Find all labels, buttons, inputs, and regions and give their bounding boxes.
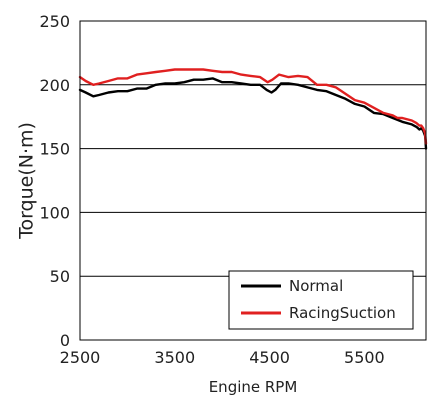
y-tick-label-250: 250 <box>39 12 70 31</box>
series-lines <box>78 68 428 150</box>
x-tick-label-3500: 3500 <box>154 348 195 367</box>
y-tick-label-50: 50 <box>50 267 70 286</box>
x-tick-label-2500: 2500 <box>60 348 101 367</box>
x-tick-label-4500: 4500 <box>249 348 290 367</box>
x-tick-label-5500: 5500 <box>344 348 385 367</box>
tick-labels: 0 50 100 150 200 250 2500 3500 4500 5500 <box>39 12 384 367</box>
y-tick-label-0: 0 <box>60 331 70 350</box>
y-tick-label-100: 100 <box>39 203 70 222</box>
legend-label-normal: Normal <box>289 277 343 295</box>
y-axis-title: Torque(N·m) <box>16 122 38 240</box>
plot-frame <box>79 20 427 341</box>
x-axis-title: Engine RPM <box>209 378 298 396</box>
y-tick-label-150: 150 <box>39 140 70 159</box>
series-line-normal <box>78 77 428 150</box>
legend-box <box>228 270 414 330</box>
series-line-racingsuction <box>78 68 428 145</box>
legend-label-racingsuction: RacingSuction <box>289 304 396 322</box>
y-tick-label-200: 200 <box>39 76 70 95</box>
legend: Normal RacingSuction <box>228 270 414 330</box>
